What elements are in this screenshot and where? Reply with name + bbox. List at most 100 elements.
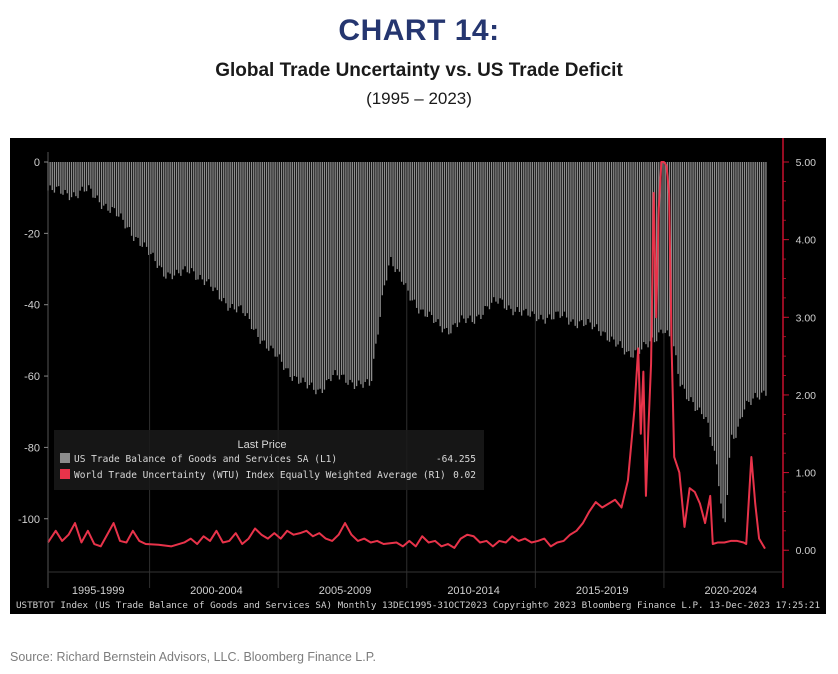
bar [100,162,103,209]
bar [49,162,51,186]
bar [666,162,669,331]
bar [533,162,536,314]
right-tick-label: 2.00 [796,390,817,402]
bar [688,162,690,402]
bar [62,162,64,195]
bar [345,162,347,383]
bar [216,162,218,291]
bar [105,162,107,204]
bar [60,162,62,194]
bar [643,162,645,343]
bar [242,162,244,314]
bar [184,162,186,267]
bar [700,162,703,415]
right-tick-label: 5.00 [796,157,817,169]
bar [298,162,300,384]
bar [169,162,171,274]
bar [608,162,611,342]
bar [758,162,761,400]
bar [737,162,739,427]
bar [409,162,411,301]
bar [139,162,141,246]
bar [68,162,71,201]
bar [385,162,388,281]
x-tick-label: 2005-2009 [319,585,372,597]
left-tick-label: -100 [18,514,40,526]
chart-subtitle: Global Trade Uncertainty vs. US Trade De… [215,60,623,81]
bar [441,162,443,333]
bar [553,162,555,320]
bar [613,162,615,340]
bar [428,162,431,312]
bar [424,162,426,317]
left-axis: 0 -20 -40 -60 -80 -100 [18,152,49,588]
bar [649,162,651,342]
x-tick-label: 1995-1999 [72,585,125,597]
bar [739,162,741,419]
bar [454,162,456,324]
bar [525,162,527,309]
source-note: Source: Richard Bernstein Advisors, LLC.… [10,650,376,664]
bar [602,162,604,332]
bar [433,162,435,323]
bar [420,162,422,310]
bar [647,162,649,348]
bar [137,162,139,238]
bar [388,162,390,266]
bar [79,162,81,191]
right-tick-label: 3.00 [796,312,817,324]
bar [696,162,699,411]
bar [338,162,341,380]
bar [450,162,452,334]
bar [220,162,223,302]
bar [750,162,752,405]
bar [623,162,626,355]
bar [83,162,86,192]
bar [321,162,323,393]
legend: Last Price US Trade Balance of Goods and… [54,430,484,490]
bar [580,162,583,321]
bar [175,162,178,270]
bar [621,162,624,348]
bar [300,162,302,383]
bar [638,162,641,354]
right-tick-label: 1.00 [796,468,817,480]
bar [111,162,113,208]
bar [555,162,557,312]
bar [535,162,538,322]
bar [617,162,619,345]
bar [293,162,296,377]
bar [726,162,729,496]
bar [379,162,381,317]
bar [120,162,122,214]
bar [662,162,664,334]
bar [394,162,396,272]
bar [501,162,503,300]
bar [336,162,338,376]
bar [516,162,518,308]
bar [411,162,413,301]
bar [595,162,598,325]
bar [675,162,677,356]
bar [561,162,564,317]
bar [90,162,92,189]
bar [240,162,242,306]
bar [248,162,251,320]
bar [257,162,259,337]
bar [542,162,544,320]
bar [315,162,317,395]
legend-value-wtu: 0.02 [453,470,476,481]
bar [548,162,551,315]
bar [681,162,684,385]
bar [280,162,283,362]
bar [748,162,750,402]
bar [201,162,203,280]
bar [405,162,407,284]
bar [715,162,718,465]
bar [698,162,701,408]
bar [531,162,533,312]
bar [469,162,471,316]
bar [135,162,137,237]
bar [587,162,589,319]
bar [439,162,441,327]
